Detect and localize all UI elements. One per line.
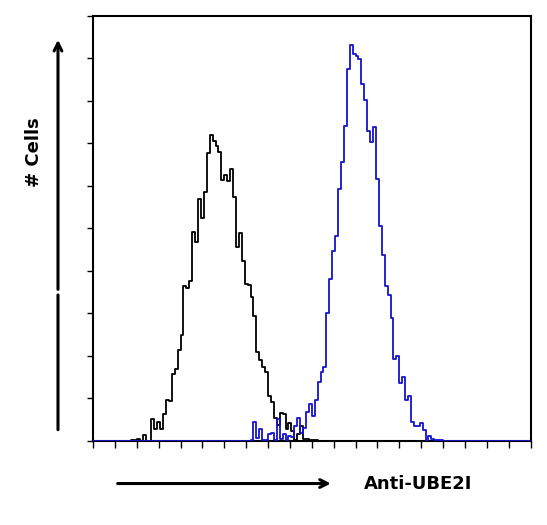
Text: Anti-UBE2I: Anti-UBE2I (364, 475, 473, 492)
Text: # Cells: # Cells (25, 117, 43, 187)
